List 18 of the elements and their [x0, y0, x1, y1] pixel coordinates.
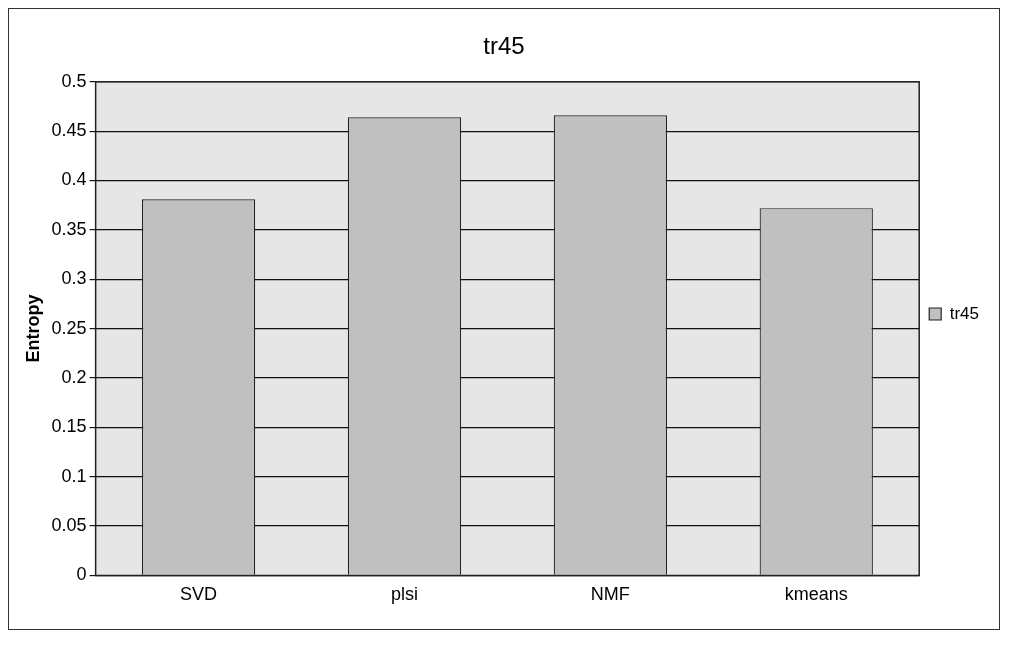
x-tick-label: plsi: [390, 584, 418, 605]
y-tick-label: 0.1: [61, 465, 87, 486]
y-tick-label: 0.5: [61, 70, 87, 91]
y-tick-label: 0.2: [61, 366, 87, 387]
legend-label: tr45: [949, 303, 979, 323]
chart-title: tr45: [483, 32, 525, 60]
y-tick-label: 0.3: [61, 268, 87, 289]
x-tick-label: NMF: [590, 584, 630, 605]
y-tick-label: 0.05: [51, 515, 87, 536]
y-tick-label: 0.25: [51, 317, 87, 338]
y-axis-title: Entropy: [22, 294, 43, 363]
x-tick-label: kmeans: [784, 584, 848, 605]
y-tick-label: 0.35: [51, 218, 87, 239]
y-tick-label: 0.45: [51, 120, 87, 141]
y-tick-label: 0.15: [51, 416, 87, 437]
x-tick-label: SVD: [180, 584, 218, 605]
y-tick-label: 0.4: [61, 169, 87, 190]
y-tick-label: 0: [76, 564, 87, 585]
